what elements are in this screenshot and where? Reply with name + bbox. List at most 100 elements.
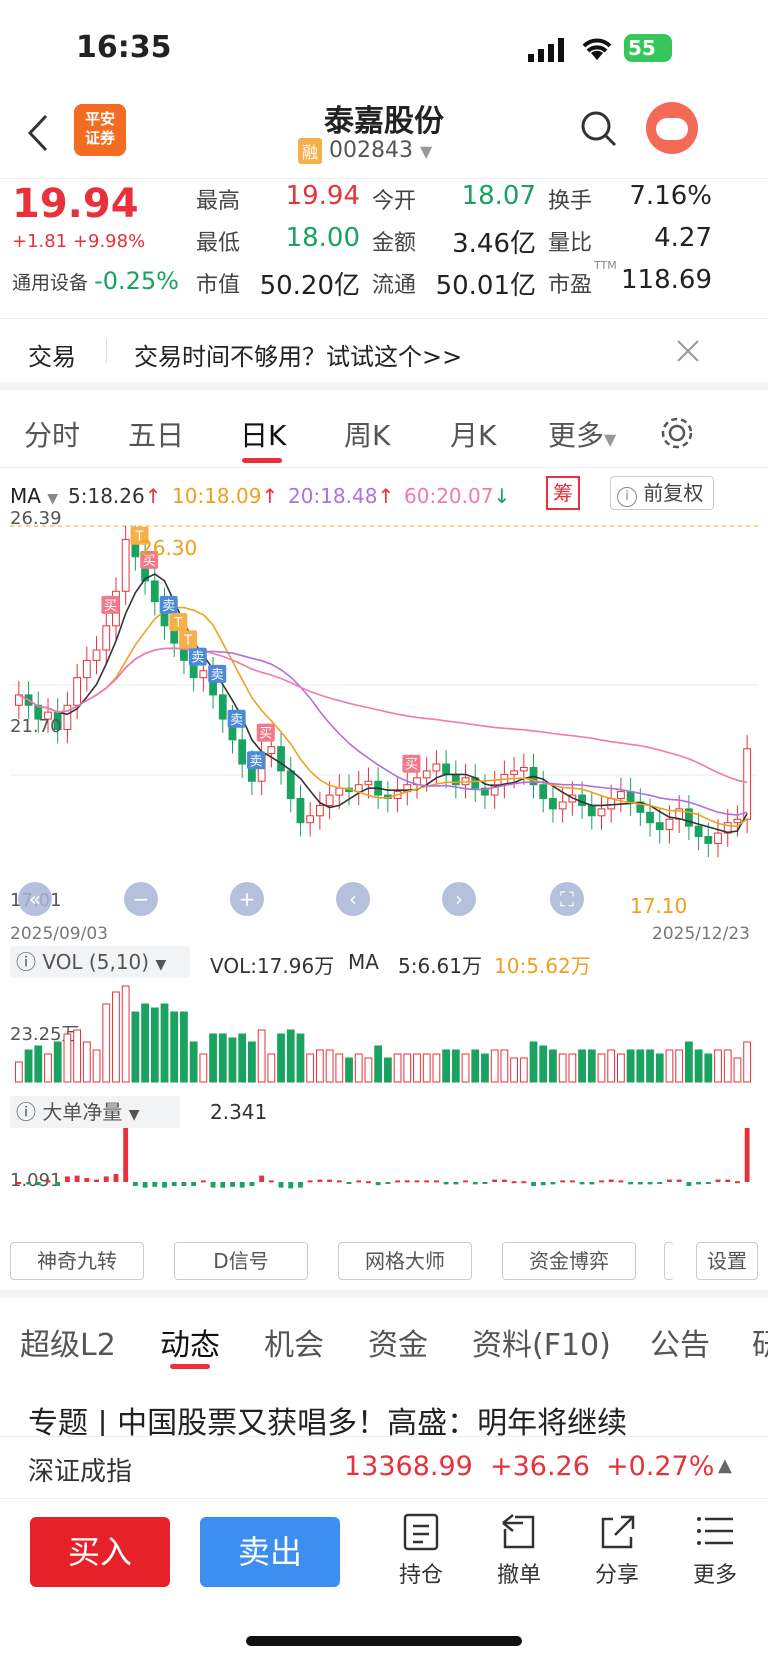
indicator-button[interactable]: D信号 xyxy=(174,1242,308,1280)
tab-intraday[interactable]: 分时 xyxy=(24,419,81,452)
zoom-in-icon[interactable]: + xyxy=(230,882,264,916)
volume-bar xyxy=(286,1029,295,1083)
big-order-bar xyxy=(220,1182,226,1188)
candle xyxy=(218,694,227,720)
tab-weekly-k[interactable]: 周K xyxy=(344,419,391,452)
rewind-icon[interactable]: « xyxy=(18,882,52,916)
volume-bar xyxy=(684,1041,693,1083)
indicator-button-partial[interactable] xyxy=(664,1242,674,1280)
indicator-button[interactable]: 网格大师 xyxy=(338,1242,472,1280)
ma10-line xyxy=(18,606,748,828)
tab-funds[interactable]: 资金 xyxy=(368,1328,428,1363)
tab-super-l2[interactable]: 超级L2 xyxy=(20,1328,116,1363)
big-order-bar xyxy=(123,1128,129,1182)
expand-up-icon[interactable]: ▲ xyxy=(718,1455,732,1476)
search-icon[interactable] xyxy=(580,110,618,148)
tab-opportunity[interactable]: 机会 xyxy=(264,1328,324,1363)
holdings-button[interactable]: 持仓 xyxy=(386,1513,456,1589)
indicator-button[interactable]: 资金博弈 xyxy=(502,1242,636,1280)
tab-research-partial[interactable]: 研 xyxy=(752,1328,768,1363)
indicator-settings-button[interactable]: 设置 xyxy=(696,1242,758,1280)
big-order-bar xyxy=(618,1180,624,1183)
candle xyxy=(743,748,752,820)
notice-text[interactable]: 交易时间不够用？试试这个>> xyxy=(134,343,463,371)
candle xyxy=(704,836,713,844)
back-icon[interactable] xyxy=(26,114,50,152)
broker-logo-line1: 平安 xyxy=(84,110,115,128)
big-order-chart xyxy=(16,1128,750,1189)
volume-bar xyxy=(53,1041,62,1083)
volume-bar xyxy=(626,1049,635,1083)
tab-more[interactable]: 更多▼ xyxy=(548,414,616,454)
ma20-text: 20:18.48 xyxy=(288,484,378,508)
stock-code-row[interactable]: 融 002843 ▼ xyxy=(298,138,432,166)
more-button[interactable]: 更多 xyxy=(680,1513,750,1589)
candle xyxy=(44,711,52,720)
tab-profile[interactable]: 资料(F10) xyxy=(472,1328,611,1363)
chip-distribution-button[interactable]: 筹 xyxy=(546,476,580,510)
candle xyxy=(558,801,567,810)
ma5-line xyxy=(18,573,748,834)
big-order-bar xyxy=(191,1182,197,1186)
tab-announcements[interactable]: 公告 xyxy=(650,1328,710,1363)
volume-selector[interactable]: ⓘ VOL (5,10) ▼ xyxy=(10,946,190,978)
gear-icon[interactable] xyxy=(660,416,694,450)
news-headline[interactable]: 专题 | 中国股票又获唱多！高盛：明年将继续 xyxy=(28,1406,628,1441)
big-order-bar xyxy=(259,1175,265,1182)
volume-bar xyxy=(461,1053,470,1083)
signal-marker xyxy=(227,709,246,728)
volume-bar xyxy=(665,1049,674,1083)
scroll-right-icon[interactable]: › xyxy=(442,882,476,916)
kline-chart[interactable]: T买卖T买卖T卖买卖卖买 xyxy=(0,500,768,870)
big-order-bar xyxy=(395,1180,400,1183)
volume-bar xyxy=(617,1053,625,1083)
share-button[interactable]: 分享 xyxy=(582,1513,652,1589)
sector-row[interactable]: 通用设备 -0.25% xyxy=(12,267,179,295)
big-order-bar xyxy=(686,1182,692,1186)
candle xyxy=(442,763,451,775)
cancel-order-icon xyxy=(502,1514,535,1549)
big-order-bar xyxy=(162,1182,167,1188)
big-order-bar xyxy=(103,1176,109,1182)
candle xyxy=(665,818,674,831)
scroll-left-icon[interactable]: ‹ xyxy=(336,882,370,916)
adjust-button[interactable]: i 前复权 xyxy=(610,476,714,510)
candle xyxy=(306,815,315,824)
volume-bar xyxy=(121,985,130,1083)
home-indicator xyxy=(246,1636,522,1646)
volume-bar xyxy=(24,1049,33,1083)
big-order-bar xyxy=(152,1182,158,1187)
cancel-order-button[interactable]: 撤单 xyxy=(484,1513,554,1589)
big-order-bar xyxy=(667,1179,672,1182)
volume-bar xyxy=(180,1011,188,1083)
signal-marker xyxy=(169,613,188,632)
candle xyxy=(92,649,101,661)
ma60-text: 60:20.07 xyxy=(404,484,494,508)
tab-daily-k[interactable]: 日K xyxy=(240,419,287,452)
notice-bar[interactable]: 交易 交易时间不够用？试试这个>> xyxy=(0,318,768,390)
volume-bar xyxy=(510,1057,518,1083)
candle xyxy=(549,798,557,810)
big-order-bar xyxy=(404,1180,410,1183)
buy-button[interactable]: 买入 xyxy=(30,1517,170,1587)
fullscreen-icon[interactable]: ⛶ xyxy=(550,882,584,916)
zoom-out-icon[interactable]: − xyxy=(124,882,158,916)
tab-news[interactable]: 动态 xyxy=(160,1328,220,1363)
big-order-bar xyxy=(16,1182,22,1184)
big-order-bar xyxy=(26,1182,31,1185)
menu-icon xyxy=(697,1517,733,1545)
ma-selector[interactable]: MA ▼ xyxy=(10,484,58,508)
index-bar[interactable]: 深证成指 13368.99 +36.26 +0.27% ▲ xyxy=(0,1436,768,1498)
volume-bar xyxy=(209,1033,217,1083)
big-order-selector[interactable]: ⓘ 大单净量 ▼ xyxy=(10,1096,180,1128)
avatar[interactable] xyxy=(646,102,698,154)
close-icon[interactable] xyxy=(676,339,700,363)
sell-button[interactable]: 卖出 xyxy=(200,1517,340,1587)
current-price: 19.94 xyxy=(12,181,139,227)
volume-bar xyxy=(112,991,120,1083)
tab-monthly-k[interactable]: 月K xyxy=(450,419,497,452)
big-order-bar xyxy=(84,1178,90,1182)
tab-five-day[interactable]: 五日 xyxy=(128,419,185,452)
indicator-button[interactable]: 神奇九转 xyxy=(10,1242,144,1280)
stock-name: 泰嘉股份 xyxy=(324,104,444,139)
